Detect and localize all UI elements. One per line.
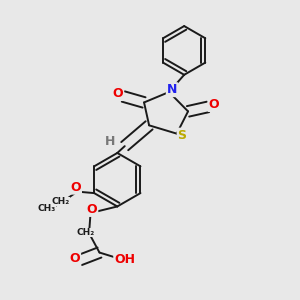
- Text: O: O: [87, 203, 98, 216]
- Text: O: O: [70, 252, 80, 265]
- Text: H: H: [105, 135, 115, 148]
- Text: N: N: [167, 83, 177, 96]
- Text: O: O: [112, 87, 123, 100]
- Text: CH₂: CH₂: [52, 197, 70, 206]
- Text: CH₃: CH₃: [38, 204, 56, 213]
- Text: OH: OH: [114, 254, 135, 266]
- Text: CH₂: CH₂: [77, 228, 95, 237]
- Text: S: S: [178, 129, 187, 142]
- Text: O: O: [70, 181, 81, 194]
- Text: O: O: [208, 98, 219, 111]
